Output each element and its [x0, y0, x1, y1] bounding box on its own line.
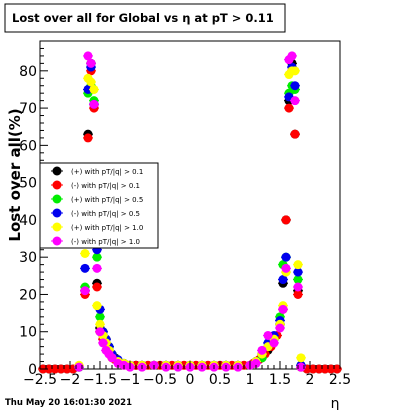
y-tick-label: 70: [19, 101, 37, 117]
data-point: [74, 362, 84, 372]
data-point: [251, 358, 261, 368]
data-point: [290, 81, 300, 91]
data-point: [332, 364, 342, 374]
data-point: [83, 133, 93, 143]
data-point: [269, 338, 279, 348]
data-point: [287, 51, 297, 61]
data-point: [281, 263, 291, 273]
y-tick-label: 80: [19, 64, 37, 80]
legend-marker: [52, 208, 62, 218]
data-point: [86, 77, 96, 87]
data-point: [83, 51, 93, 61]
legend-marker: [52, 236, 62, 246]
y-tick-label: 20: [19, 287, 37, 303]
legend-label: (-) with pT/|q| > 0.5: [71, 210, 140, 218]
x-tick-label: 1.5: [269, 372, 291, 388]
data-point: [80, 286, 90, 296]
data-point: [95, 319, 105, 329]
data-point: [257, 345, 267, 355]
x-tick-label: 1: [246, 372, 255, 388]
x-tick-label: 2.5: [329, 372, 351, 388]
chart-title: Lost over all for Global vs η at pT > 0.…: [12, 11, 274, 25]
data-point: [107, 353, 117, 363]
data-point: [95, 327, 105, 337]
data-point: [92, 282, 102, 292]
data-point: [293, 275, 303, 285]
data-point: [281, 215, 291, 225]
data-point: [86, 58, 96, 68]
data-point: [89, 99, 99, 109]
data-point: [92, 301, 102, 311]
x-axis-label: η: [331, 396, 340, 410]
data-point: [293, 289, 303, 299]
data-point: [293, 267, 303, 277]
data-point: [263, 330, 273, 340]
data-point: [290, 66, 300, 76]
data-point: [290, 96, 300, 106]
legend-marker: [52, 166, 62, 176]
data-point: [80, 263, 90, 273]
data-point: [275, 323, 285, 333]
data-point: [293, 260, 303, 270]
data-point: [89, 84, 99, 94]
data-point: [92, 263, 102, 273]
data-point: [80, 248, 90, 258]
legend: (+) with pT/|q| > 0.1 (-) with pT/|q| > 0…: [39, 162, 159, 249]
x-tick-label: 0: [186, 372, 195, 388]
data-points: [38, 51, 342, 374]
data-point: [278, 275, 288, 285]
y-tick-label: 10: [19, 325, 37, 341]
data-point: [296, 362, 306, 372]
data-point: [95, 312, 105, 322]
legend-label: (-) with pT/|q| > 1.0: [71, 238, 140, 246]
y-axis-label: Lost over all(%): [6, 108, 24, 241]
data-point: [281, 252, 291, 262]
data-point: [296, 353, 306, 363]
legend-label: (-) with pT/|q| > 0.1: [71, 182, 140, 190]
x-tick-label: 2: [306, 372, 315, 388]
x-tick-label: −1: [120, 372, 141, 388]
x-tick-label: −2: [60, 372, 81, 388]
x-tick-label: −2.5: [23, 372, 57, 388]
legend-box: [39, 162, 159, 249]
data-point: [278, 304, 288, 314]
legend-marker: [52, 222, 62, 232]
title-box: Lost over all for Global vs η at pT > 0.…: [4, 3, 286, 33]
legend-marker: [52, 194, 62, 204]
legend-label: (+) with pT/|q| > 0.5: [71, 196, 143, 204]
data-point: [92, 252, 102, 262]
legend-label: (+) with pT/|q| > 0.1: [71, 168, 143, 176]
y-tick-label: 30: [19, 250, 37, 266]
data-point: [284, 103, 294, 113]
y-tick-label: 0: [28, 362, 37, 378]
axes: −2.5 −2 −1.5 −1 −0.5 0 0.5 1 1.5 2 2.5 0 10 20 30 40 50 6…: [19, 40, 351, 388]
data-point: [290, 129, 300, 139]
data-point: [293, 282, 303, 292]
x-tick-label: −0.5: [143, 372, 177, 388]
x-tick-label: −1.5: [83, 372, 117, 388]
y-tick-label: 50: [19, 176, 37, 192]
x-tick-label: 0.5: [209, 372, 231, 388]
y-tick-label: 40: [19, 213, 37, 229]
legend-marker: [52, 180, 62, 190]
footer-timestamp: Thu May 20 16:01:30 2021: [5, 398, 132, 408]
data-point: [98, 338, 108, 348]
legend-label: (+) with pT/|q| > 1.0: [71, 224, 143, 232]
y-tick-label: 60: [19, 138, 37, 154]
